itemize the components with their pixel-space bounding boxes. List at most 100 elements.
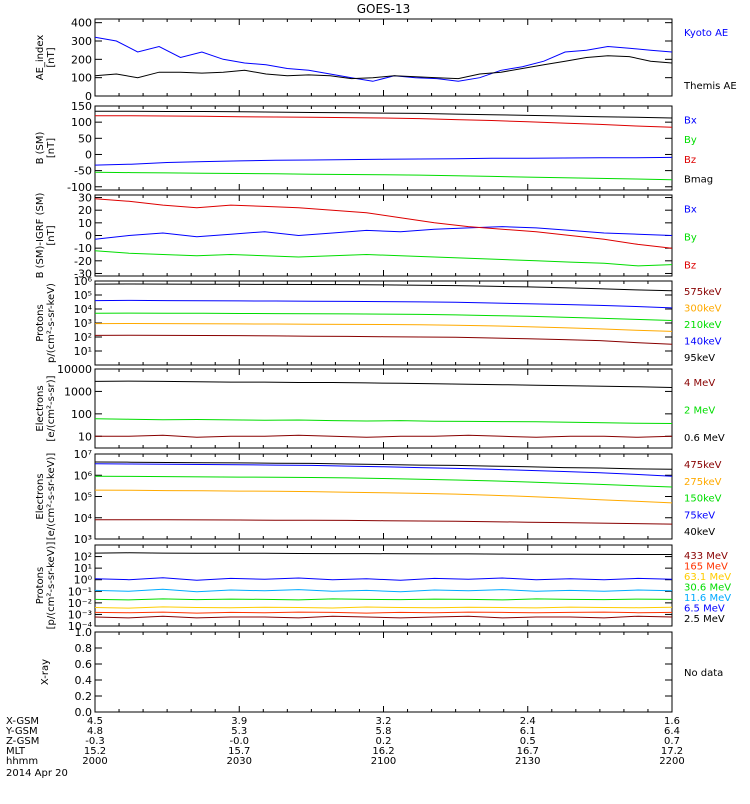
legend-item: 575keV [684, 287, 722, 298]
legend-item: 11.6 MeV [684, 593, 731, 604]
ephemeris-value: 0.2 [376, 736, 392, 747]
y-tick-label: 10⁵ [74, 491, 92, 504]
y-tick-label: 1.0 [75, 626, 93, 639]
y-tick-label: 0.4 [75, 674, 93, 687]
y-tick-label: 150 [71, 100, 92, 113]
legend-item: 275keV [684, 477, 722, 488]
y-tick-label: -30 [74, 267, 92, 280]
legend-item: 2 MeV [684, 406, 715, 417]
y-axis-label: X-ray [40, 659, 51, 685]
y-tick-label: 10² [74, 551, 92, 564]
y-tick-label: 0.2 [75, 690, 93, 703]
ephemeris-value: 16.7 [517, 746, 539, 757]
y-tick-label: 10³ [74, 317, 92, 330]
y-tick-label: 10⁰ [74, 574, 93, 587]
legend-item: 300keV [684, 304, 722, 315]
y-tick-label: 10⁻¹ [68, 585, 92, 598]
ephemeris-value: 15.2 [84, 746, 106, 757]
legend-item: Bmag [684, 174, 713, 185]
plot-title: GOES-13 [357, 2, 411, 16]
ephemeris-value: 4.8 [87, 726, 103, 737]
series-line-bz [95, 115, 673, 128]
y-tick-label: 10⁵ [74, 289, 92, 302]
ephemeris-row-label: Y-GSM [5, 726, 38, 737]
legend-item: Bx [684, 204, 697, 215]
ephemeris-value: 3.2 [376, 716, 392, 727]
ephemeris-value: 5.3 [231, 726, 247, 737]
y-tick-label: 0.0 [75, 706, 93, 719]
legend-item: 75keV [684, 510, 715, 521]
series-line-6.5-mev [94, 577, 673, 581]
ephemeris-value: 2030 [227, 756, 252, 767]
y-tick-label: -20 [74, 255, 92, 268]
series-line-2-mev [94, 418, 673, 424]
y-tick-label: 10⁶ [74, 275, 93, 288]
legend-item: By [684, 135, 697, 146]
ephemeris-value: 16.2 [372, 746, 394, 757]
series-line-75kev [94, 463, 673, 477]
series-line-475kev [94, 519, 673, 525]
y-tick-label: 10³ [74, 533, 92, 546]
y-tick-label: 10¹ [74, 562, 92, 575]
ephemeris-value: 15.7 [228, 746, 250, 757]
y-tick-label: -50 [74, 165, 92, 178]
y-tick-label: 0 [85, 148, 92, 161]
y-tick-label: 100 [71, 408, 92, 421]
legend-item: Themis AE [683, 81, 737, 92]
y-tick-label: 10⁻³ [68, 608, 92, 621]
y-tick-label: 400 [71, 17, 92, 30]
y-tick-label: 50 [78, 132, 92, 145]
y-tick-label: 0.6 [75, 658, 93, 671]
panel-frame-7 [94, 631, 673, 713]
y-tick-label: 10⁻⁴ [68, 620, 93, 633]
legend-item: 140keV [684, 337, 722, 348]
legend-item: 95keV [684, 353, 715, 364]
series-line-63.1-mev [94, 606, 673, 609]
series-line-bmag [95, 110, 673, 119]
panel-frame-1 [94, 105, 673, 191]
y-tick-label: -100 [67, 181, 92, 194]
series-line-433-mev [94, 615, 673, 619]
legend-item: Bz [684, 155, 696, 166]
y-tick-label: 100 [71, 72, 92, 85]
legend-item: 475keV [684, 460, 722, 471]
legend-item: 2.5 MeV [684, 614, 725, 625]
series-line-bx [94, 226, 673, 240]
y-tick-label: 10 [78, 217, 92, 230]
y-tick-label: 200 [71, 53, 92, 66]
y-tick-label: 10⁴ [74, 303, 93, 316]
y-tick-label: 100 [71, 116, 92, 129]
series-line-165-mev [94, 611, 673, 614]
y-axis-label: Protons[p/(cm²-s-sr-keV)] [35, 542, 57, 630]
ephemeris-value: 2200 [659, 756, 684, 767]
ephemeris-value: 6.1 [520, 726, 536, 737]
ephemeris-value: 17.2 [661, 746, 683, 757]
series-line-575kev [94, 334, 673, 345]
ephemeris-value: 2.4 [520, 716, 536, 727]
series-line-bx [94, 156, 673, 166]
y-tick-label: 10⁴ [74, 512, 93, 525]
series-line-11.6-mev [94, 588, 673, 593]
ephemeris-value: 1.6 [664, 716, 680, 727]
y-tick-label: 10⁶ [74, 469, 93, 482]
panel-frame-6 [94, 544, 673, 627]
y-tick-label: 10¹ [74, 345, 92, 358]
y-tick-label: 30 [78, 192, 92, 205]
y-tick-label: 10 [78, 430, 92, 443]
series-line-300kev [94, 322, 673, 332]
series-line-210kev [94, 312, 673, 321]
y-tick-label: 20 [78, 204, 92, 217]
legend-item: 150keV [684, 494, 722, 505]
legend-item: 40keV [684, 527, 715, 538]
legend-item: By [684, 233, 697, 244]
series-line-bz [94, 198, 673, 249]
series-line-themis-ae [94, 55, 673, 80]
y-tick-label: 0.8 [75, 642, 93, 655]
legend-item: 210keV [684, 320, 722, 331]
no-data-note: No data [684, 668, 723, 679]
legend-item: Kyoto AE [684, 28, 728, 39]
y-tick-label: 1000 [64, 385, 92, 398]
ephemeris-value: 2000 [82, 756, 107, 767]
